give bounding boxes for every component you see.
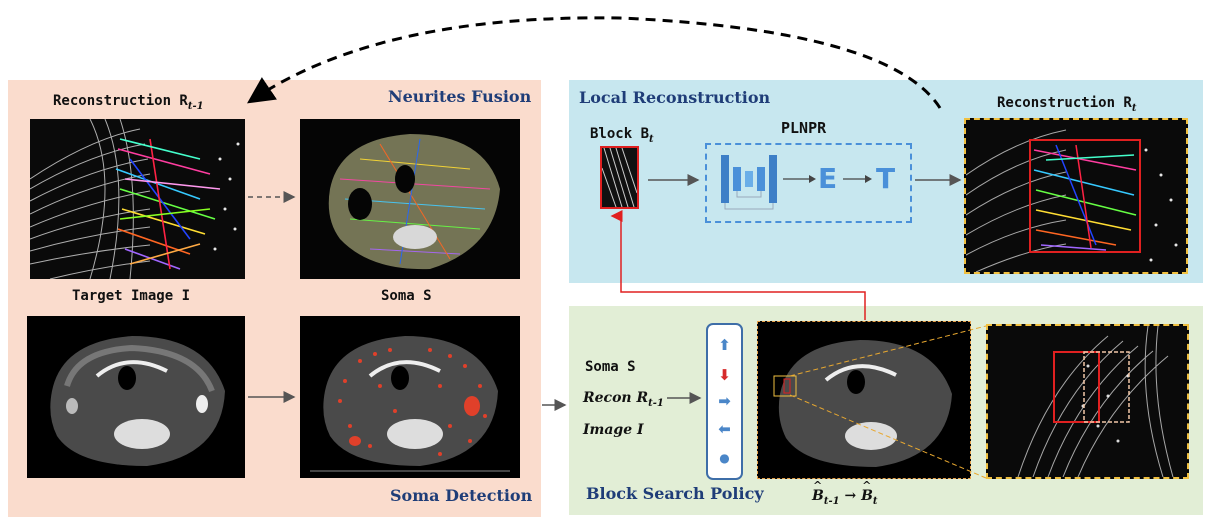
reconstruction-cur-label: Reconstruction Rt — [997, 95, 1137, 114]
transformer-module-t: T — [876, 162, 896, 195]
move-down-icon: ⬇ — [718, 366, 731, 384]
plnpr-network-box — [705, 143, 912, 223]
reconstruction-cur-image — [964, 118, 1188, 274]
policy-brain-image — [757, 321, 971, 479]
feedback-arrow — [247, 16, 942, 109]
input-image-label: Image I — [583, 422, 644, 438]
input-recon-label: Recon Rt-1 — [583, 390, 664, 409]
neurites-fusion-title: Neurites Fusion — [388, 87, 532, 106]
move-up-icon: ⬆ — [718, 336, 731, 354]
neurites-fusion-image — [300, 119, 520, 279]
reconstruction-prev-image — [30, 119, 245, 279]
move-left-icon: ⬅ — [718, 420, 731, 438]
encoder-module-e: E — [818, 162, 838, 195]
input-soma-label: Soma S — [585, 359, 636, 375]
soma-detection-image — [300, 316, 520, 478]
soma-label: Soma S — [381, 288, 432, 304]
block-search-policy-title: Block Search Policy — [586, 484, 764, 503]
plnpr-label: PLNPR — [781, 119, 827, 137]
move-right-icon: ➡ — [718, 392, 731, 410]
target-image-label: Target Image I — [72, 288, 191, 304]
action-space: ⬆ ⬇ ➡ ⬅ ● — [706, 323, 743, 480]
stop-icon: ● — [719, 451, 730, 465]
policy-to-block-arrow — [610, 210, 866, 320]
block-label: Block Bt — [590, 126, 654, 145]
local-reconstruction-title: Local Reconstruction — [579, 88, 771, 107]
soma-detection-title: Soma Detection — [390, 486, 533, 505]
policy-zoom-image — [986, 324, 1189, 479]
target-image — [27, 316, 245, 478]
reconstruction-prev-label: Reconstruction Rt-1 — [53, 93, 204, 112]
policy-formula: ^ Bt-1 → ^ Bt — [812, 479, 878, 507]
block-image — [600, 146, 639, 209]
